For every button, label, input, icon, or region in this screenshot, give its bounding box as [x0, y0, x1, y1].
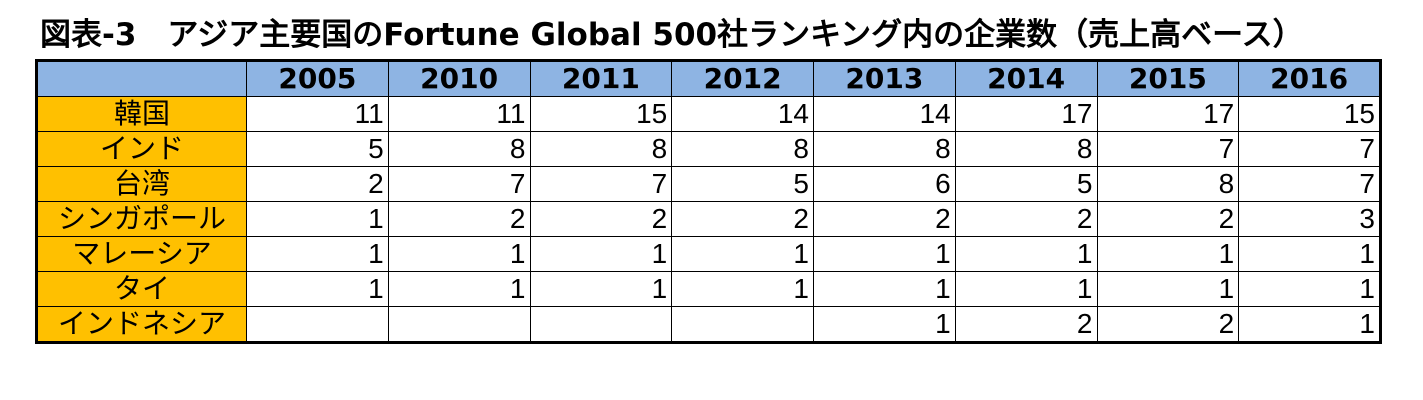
value-cell: 1 — [954, 236, 1098, 272]
value-cell: 1 — [1238, 271, 1381, 307]
value-cell — [529, 306, 673, 343]
value-cell: 1 — [246, 271, 389, 307]
value-cell: 2 — [954, 201, 1098, 237]
table-row: マレーシア 1 1 1 1 1 1 1 1 — [36, 236, 1381, 272]
row-label: タイ — [36, 271, 247, 307]
value-cell: 7 — [529, 166, 673, 202]
column-header: 2015 — [1096, 60, 1240, 97]
value-cell: 1 — [529, 271, 673, 307]
value-cell: 14 — [671, 96, 814, 132]
value-cell: 11 — [387, 96, 531, 132]
value-cell: 2 — [387, 201, 531, 237]
column-header: 2013 — [813, 60, 956, 97]
value-cell: 1 — [246, 201, 389, 237]
value-cell: 17 — [954, 96, 1098, 132]
value-cell: 1 — [1238, 236, 1381, 272]
value-cell: 2 — [529, 201, 673, 237]
value-cell: 1 — [387, 236, 531, 272]
value-cell: 1 — [813, 271, 956, 307]
value-cell: 2 — [1096, 201, 1240, 237]
value-cell: 8 — [954, 131, 1098, 167]
row-label: マレーシア — [36, 236, 247, 272]
value-cell: 1 — [813, 236, 956, 272]
row-label: 台湾 — [36, 166, 247, 202]
row-label: インド — [36, 131, 247, 167]
value-cell: 1 — [671, 236, 814, 272]
chart-title: 図表-3 アジア主要国のFortune Global 500社ランキング内の企業… — [40, 17, 1304, 53]
value-cell — [387, 306, 531, 343]
value-cell: 5 — [954, 166, 1098, 202]
value-cell — [246, 306, 389, 343]
table-row: 韓国 11 11 15 14 14 17 17 15 — [36, 96, 1381, 132]
value-cell: 8 — [671, 131, 814, 167]
value-cell: 3 — [1238, 201, 1381, 237]
column-header: 2012 — [671, 60, 814, 97]
column-header: 2010 — [387, 60, 531, 97]
column-header: 2005 — [246, 60, 389, 97]
value-cell: 8 — [387, 131, 531, 167]
value-cell: 2 — [954, 306, 1098, 343]
value-cell: 7 — [387, 166, 531, 202]
value-cell: 2 — [246, 166, 389, 202]
value-cell: 17 — [1096, 96, 1240, 132]
value-cell: 5 — [246, 131, 389, 167]
value-cell: 1 — [529, 236, 673, 272]
corner-cell — [36, 60, 247, 97]
row-label: シンガポール — [36, 201, 247, 237]
column-header: 2014 — [954, 60, 1098, 97]
value-cell: 1 — [813, 306, 956, 343]
value-cell: 8 — [1096, 166, 1240, 202]
value-cell: 2 — [671, 201, 814, 237]
value-cell: 8 — [813, 131, 956, 167]
value-cell: 7 — [1238, 131, 1381, 167]
row-label: インドネシア — [36, 306, 247, 343]
value-cell: 7 — [1238, 166, 1381, 202]
value-cell: 1 — [1096, 236, 1240, 272]
value-cell: 6 — [813, 166, 956, 202]
value-cell: 1 — [387, 271, 531, 307]
value-cell: 15 — [1238, 96, 1381, 132]
value-cell: 5 — [671, 166, 814, 202]
table-row: シンガポール 1 2 2 2 2 2 2 3 — [36, 201, 1381, 237]
table-row: タイ 1 1 1 1 1 1 1 1 — [36, 271, 1381, 307]
value-cell: 8 — [529, 131, 673, 167]
table-row: 台湾 2 7 7 5 6 5 8 7 — [36, 166, 1381, 202]
value-cell: 7 — [1096, 131, 1240, 167]
table-row: インド 5 8 8 8 8 8 7 7 — [36, 131, 1381, 167]
value-cell: 11 — [246, 96, 389, 132]
value-cell: 15 — [529, 96, 673, 132]
value-cell: 1 — [671, 271, 814, 307]
header-row: 2005 2010 2011 2012 2013 2014 2015 2016 — [36, 60, 1381, 97]
value-cell: 14 — [813, 96, 956, 132]
value-cell: 1 — [954, 271, 1098, 307]
value-cell — [671, 306, 814, 343]
data-table: 2005 2010 2011 2012 2013 2014 2015 2016 … — [35, 59, 1382, 344]
row-label: 韓国 — [36, 96, 247, 132]
value-cell: 1 — [246, 236, 389, 272]
value-cell: 2 — [813, 201, 956, 237]
value-cell: 1 — [1238, 306, 1381, 343]
table-row: インドネシア 1 2 2 1 — [36, 306, 1381, 343]
column-header: 2016 — [1238, 60, 1381, 97]
value-cell: 2 — [1096, 306, 1240, 343]
column-header: 2011 — [529, 60, 673, 97]
value-cell: 1 — [1096, 271, 1240, 307]
